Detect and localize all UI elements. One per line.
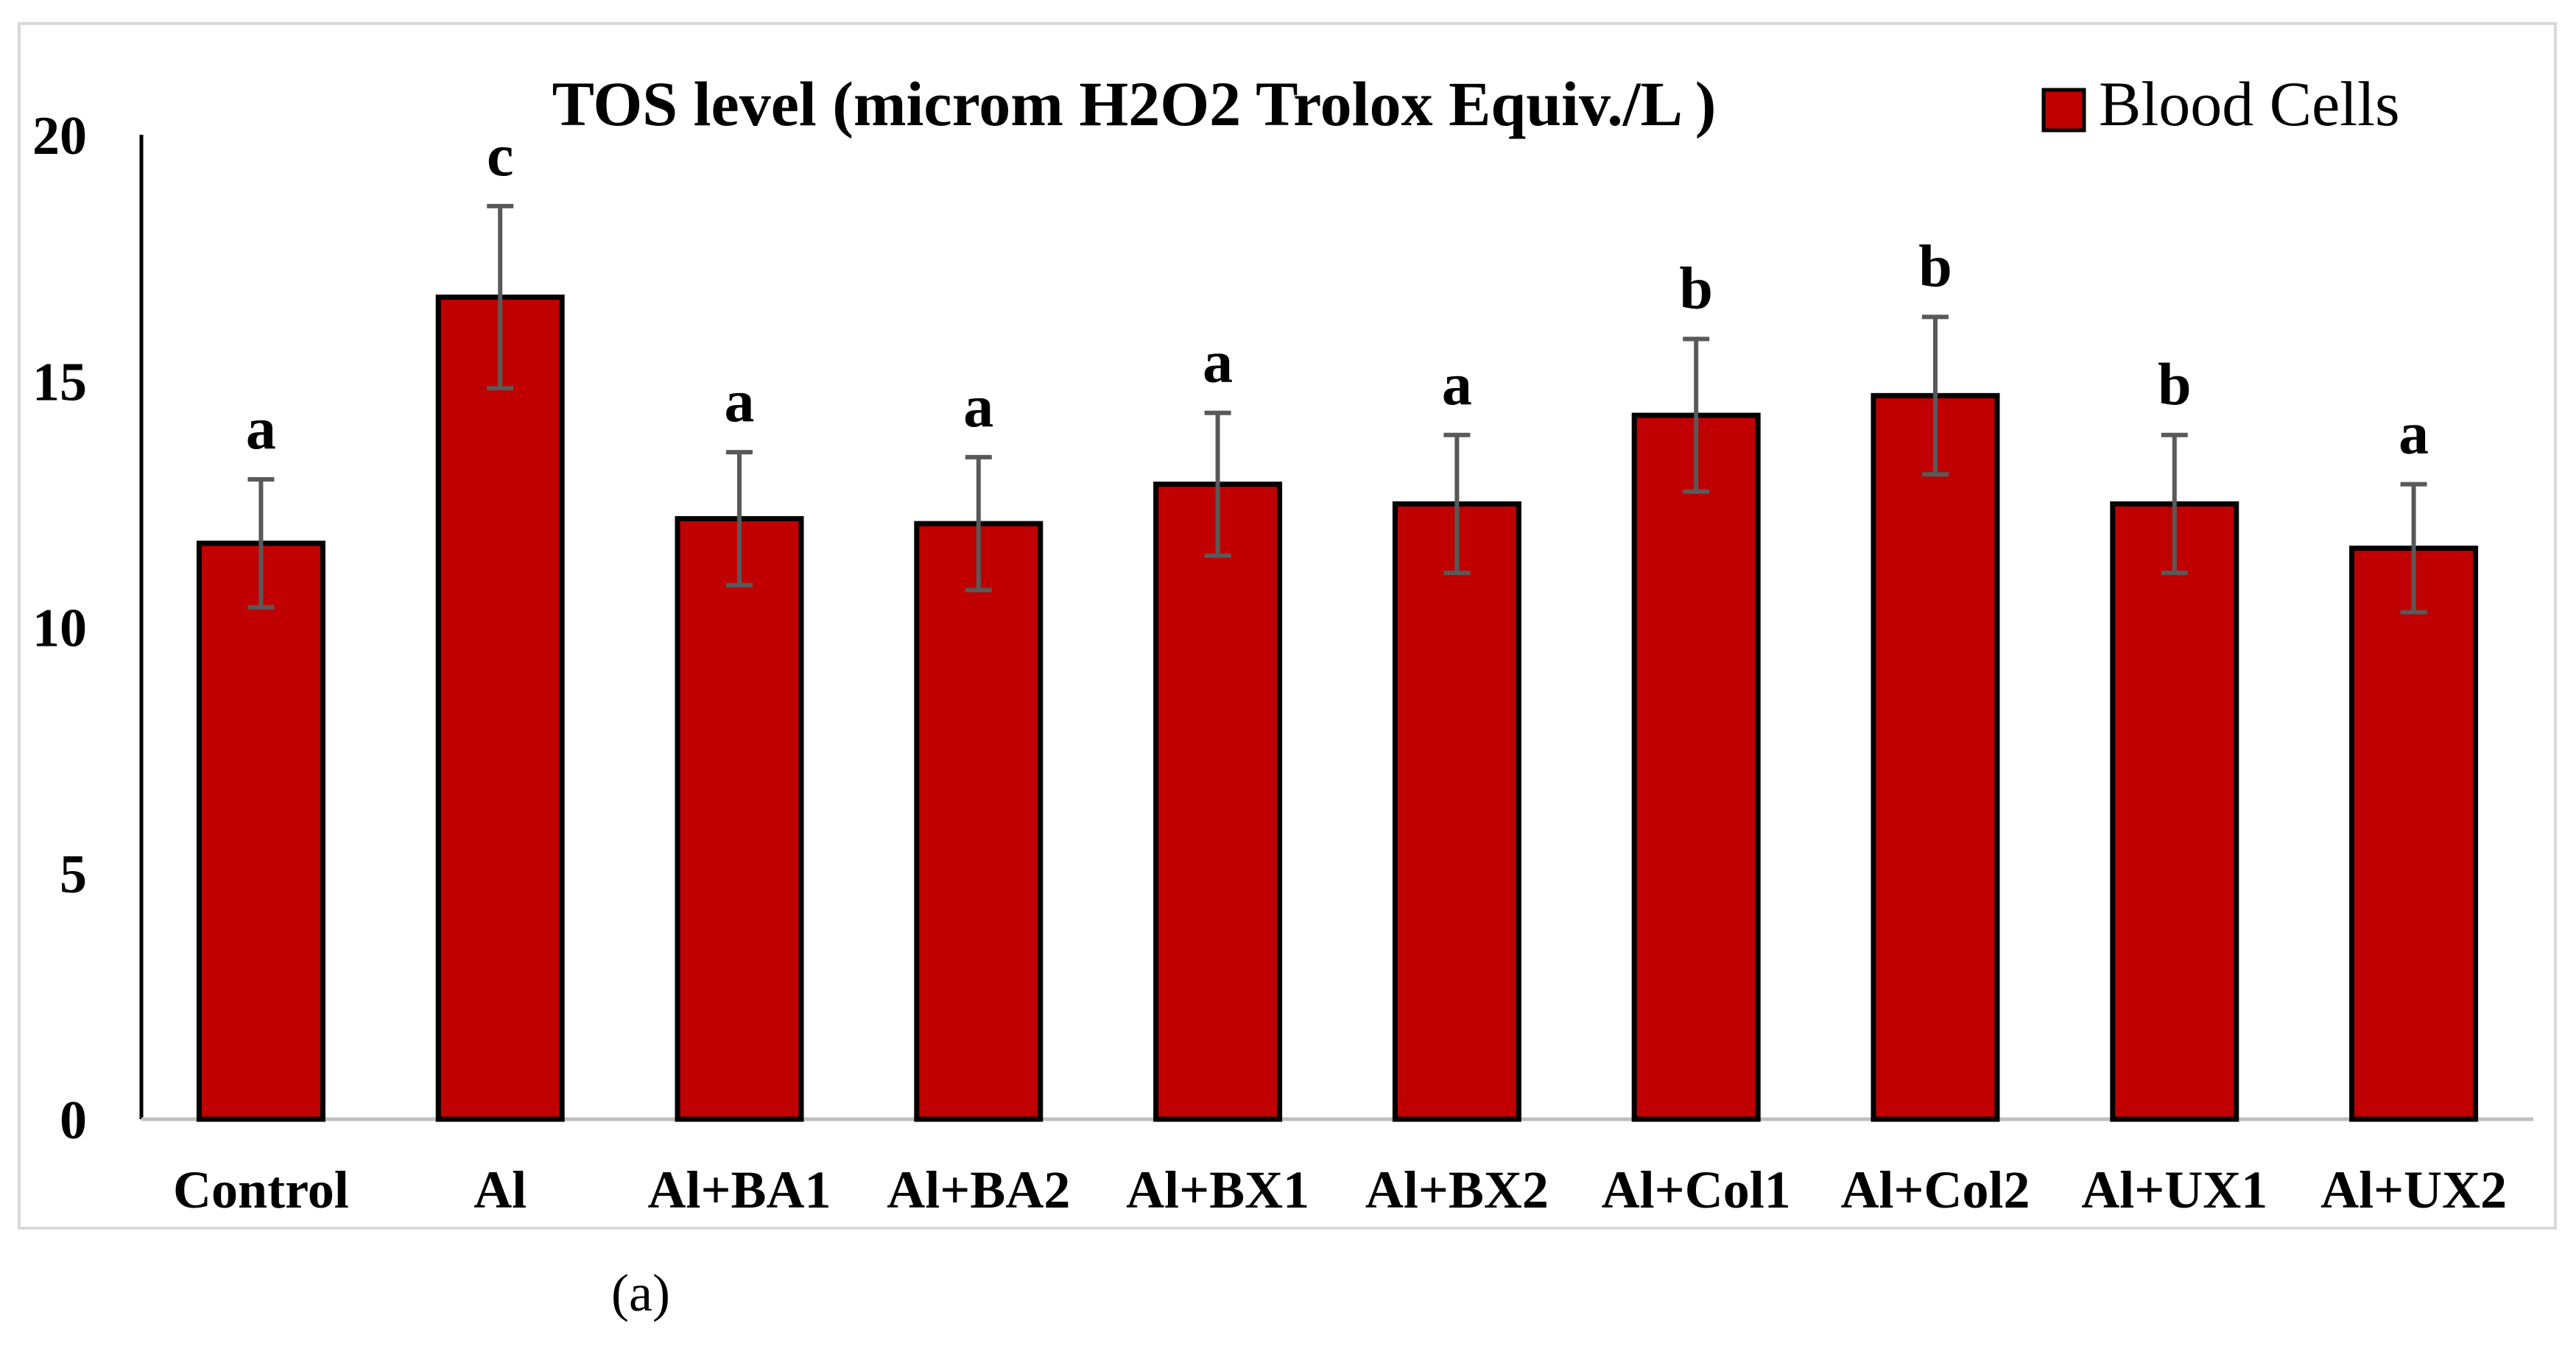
significance-letter: a xyxy=(1442,350,1472,417)
y-tick-label: 20 xyxy=(32,106,87,166)
error-bars xyxy=(247,203,2427,615)
bar xyxy=(2349,546,2479,1122)
bar xyxy=(1631,412,1761,1122)
legend: Blood Cells xyxy=(2041,68,2400,139)
bars xyxy=(196,295,2479,1122)
figure-caption: (a) xyxy=(611,1264,670,1322)
labels: a Control c Al a Al+BA1 a Al+BA2 a Al+BX1 a Al+BX2 b… xyxy=(173,121,2507,1219)
x-tick-label: Al+Col1 xyxy=(1602,1160,1791,1219)
bar xyxy=(675,515,804,1122)
significance-letter: a xyxy=(1203,328,1233,395)
x-tick-label: Al+Col2 xyxy=(1840,1160,2030,1219)
significance-letter: a xyxy=(2399,400,2429,467)
x-tick-label: Al+UX2 xyxy=(2320,1160,2507,1219)
x-tick-label: Al+UX1 xyxy=(2081,1160,2267,1219)
significance-letter: c xyxy=(487,121,513,188)
legend-label: Blood Cells xyxy=(2099,68,2400,139)
x-tick-label: Al+BX2 xyxy=(1365,1160,1549,1219)
x-tick-label: Al+BA2 xyxy=(887,1160,1070,1219)
significance-letter: a xyxy=(963,373,993,440)
bar xyxy=(435,295,565,1122)
significance-letter: b xyxy=(2158,350,2192,417)
x-tick-label: Al xyxy=(474,1160,527,1219)
legend-swatch xyxy=(2041,88,2086,133)
y-tick-label: 0 xyxy=(60,1090,87,1151)
bar xyxy=(1153,482,1283,1122)
x-tick-label: Al+BA1 xyxy=(647,1160,831,1219)
y-tick-label: 15 xyxy=(32,352,87,412)
bar xyxy=(2110,501,2239,1122)
y-tick-label: 5 xyxy=(60,845,87,905)
chart-title: TOS level (microm H2O2 Trolox Equiv./L ) xyxy=(552,68,1717,139)
bar xyxy=(914,521,1044,1122)
significance-letter: a xyxy=(725,367,755,434)
x-tick-label: Al+BX1 xyxy=(1126,1160,1309,1219)
bar xyxy=(1871,392,2000,1122)
bar xyxy=(1392,501,1521,1122)
x-tick-label: Control xyxy=(173,1160,349,1219)
bar xyxy=(196,540,325,1122)
significance-letter: b xyxy=(1918,232,1952,299)
significance-letter: b xyxy=(1679,254,1713,321)
significance-letter: a xyxy=(246,395,276,462)
y-tick-label: 10 xyxy=(32,599,87,659)
chart-frame xyxy=(18,22,2557,1230)
